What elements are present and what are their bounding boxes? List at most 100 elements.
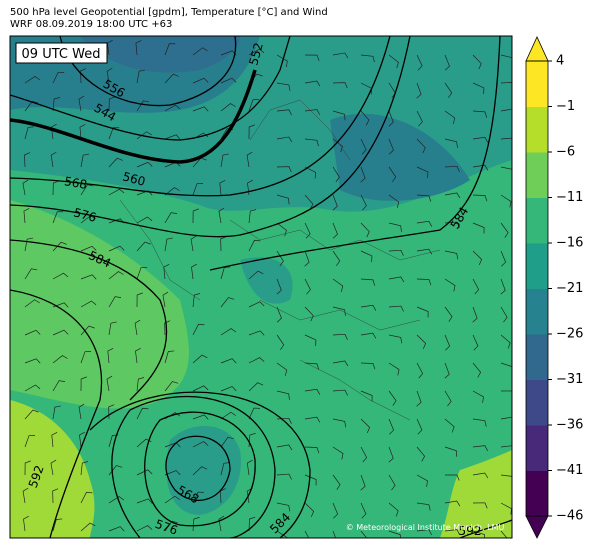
wind-barb — [416, 138, 426, 154]
wind-barb — [80, 245, 97, 252]
wind-barb — [220, 358, 237, 364]
wind-barb — [162, 291, 169, 308]
wind-barb — [332, 446, 344, 460]
wind-barb — [24, 126, 35, 140]
wind-barb — [192, 466, 208, 476]
geopotential-contour — [111, 396, 276, 538]
wind-barb — [500, 362, 512, 367]
wind-barb — [52, 272, 69, 280]
wind-barb — [360, 362, 376, 370]
wind-barb — [360, 54, 375, 63]
wind-barb — [79, 431, 85, 448]
contour-label: 576 — [72, 205, 98, 224]
colorbar-band — [526, 288, 548, 335]
wind-barb — [22, 179, 29, 196]
wind-barb — [472, 418, 487, 427]
wind-barb — [192, 491, 204, 504]
wind-barb — [192, 414, 209, 420]
colorbar-tick-label: −21 — [556, 281, 583, 296]
wind-barb — [24, 75, 41, 84]
colorbar-tick-label: −6 — [556, 145, 575, 160]
wind-barb — [416, 82, 422, 99]
wind-barb — [472, 164, 489, 171]
wind-barb — [108, 96, 116, 112]
wind-barb — [304, 54, 320, 61]
wind-barb — [24, 329, 41, 336]
wind-barb — [360, 194, 367, 211]
wind-barb — [51, 123, 57, 140]
wind-barb — [416, 529, 433, 536]
wind-barb — [79, 124, 86, 140]
wind-barb — [332, 52, 349, 59]
wind-barb — [80, 376, 87, 392]
colorbar-band — [526, 470, 548, 517]
wind-barb — [444, 306, 453, 322]
wind-barb — [52, 380, 66, 392]
wind-barb — [219, 180, 226, 196]
wind-barb — [164, 520, 178, 532]
wind-barb — [80, 325, 95, 336]
wind-barb — [472, 472, 489, 479]
wind-barb — [444, 446, 458, 457]
wind-barb — [388, 362, 400, 376]
wind-barb — [106, 375, 113, 392]
time-label-box — [15, 42, 108, 64]
wind-barb — [276, 390, 290, 400]
temperature-region — [440, 450, 512, 538]
wind-barb — [444, 474, 460, 481]
colorbar-band — [526, 197, 548, 244]
wind-barb — [472, 445, 489, 452]
wind-barb — [416, 54, 423, 71]
copyright: © Meteorological Institute Munich, LMU — [346, 523, 505, 532]
wind-barb — [360, 530, 368, 538]
wind-barb — [136, 161, 153, 168]
wind-barb — [192, 323, 205, 336]
wind-barb — [472, 250, 483, 266]
wind-barb — [220, 77, 237, 84]
wind-barb — [304, 194, 314, 210]
contour-label: 568 — [63, 174, 88, 192]
wind-barb — [444, 110, 456, 124]
wind-barb — [276, 334, 285, 351]
wind-barb — [304, 416, 321, 423]
wind-barb — [80, 461, 89, 476]
wind-barb — [304, 334, 317, 346]
wind-barb — [220, 328, 237, 336]
wind-barb — [304, 250, 310, 267]
wind-barb — [500, 194, 512, 208]
colorbar-band — [526, 106, 548, 153]
wind-barb — [388, 276, 405, 283]
wind-barb — [136, 131, 152, 140]
wind-barb — [388, 446, 394, 463]
contour-label: 552 — [246, 41, 265, 67]
wind-barb — [360, 390, 373, 402]
temperature-region — [80, 36, 240, 73]
wind-barb — [248, 357, 265, 364]
wind-barb — [22, 487, 29, 504]
wind-barb — [388, 110, 394, 127]
wind-barb — [416, 334, 427, 350]
wind-barb — [472, 278, 480, 295]
wind-barb — [24, 152, 31, 168]
wind-barb — [332, 110, 346, 121]
wind-barb — [220, 386, 237, 392]
wind-barb — [164, 495, 181, 504]
wind-barb — [134, 319, 141, 336]
wind-barb — [220, 462, 230, 476]
wind-barb — [276, 362, 288, 376]
wind-barb — [388, 249, 404, 256]
wind-barb — [472, 306, 478, 323]
wind-barb — [444, 138, 458, 148]
wind-barb — [472, 194, 488, 202]
wind-barb — [388, 305, 404, 312]
wind-barb — [388, 418, 395, 435]
wind-barb — [332, 474, 341, 490]
wind-barb — [500, 137, 512, 140]
wind-barb — [472, 362, 482, 378]
wind-barb — [192, 385, 209, 392]
wind-barb — [304, 388, 321, 395]
geopotential-contour — [459, 519, 512, 538]
wind-barb — [360, 278, 376, 286]
wind-barb — [444, 54, 450, 71]
wind-barb — [332, 530, 337, 538]
